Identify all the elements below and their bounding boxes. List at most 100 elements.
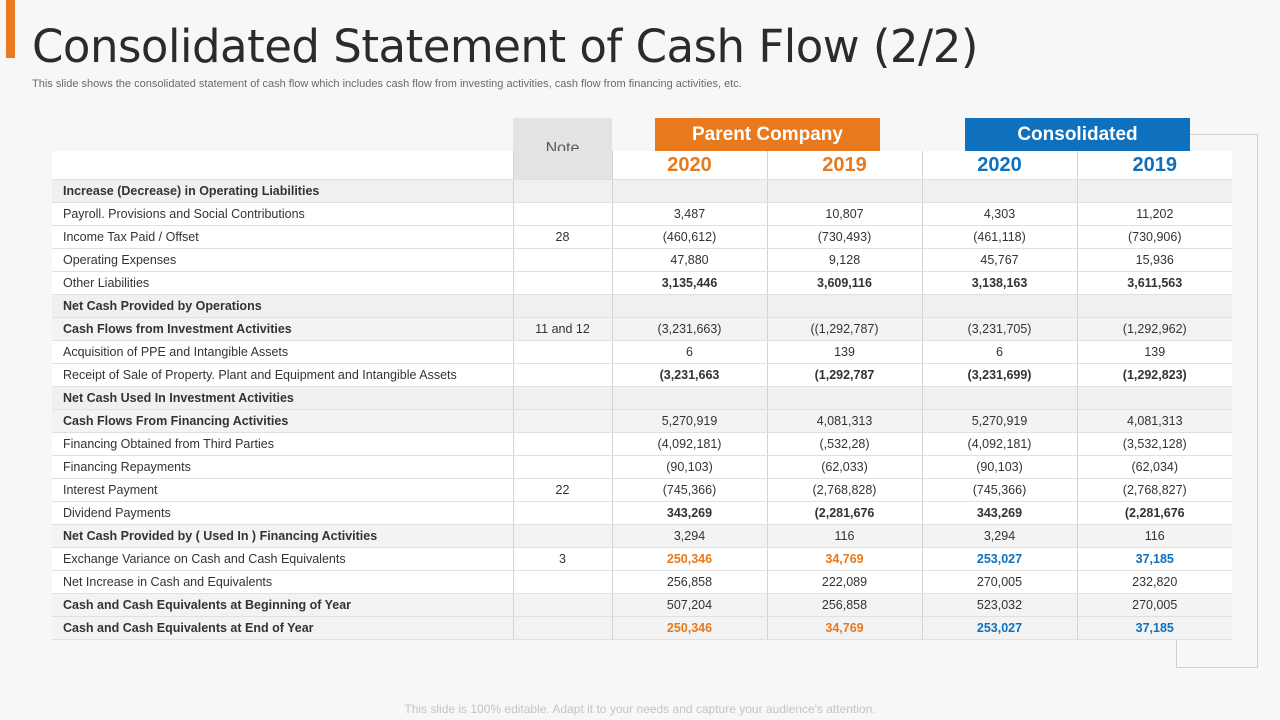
slide-title: Consolidated Statement of Cash Flow (2/2… [32,20,978,73]
cell-consolidated-2019: (3,532,128) [1077,432,1232,456]
table-row: Net Increase in Cash and Equivalents 256,… [52,570,1232,594]
row-label: Other Liabilities [52,271,514,295]
cell-consolidated-2019: (2,281,676 [1077,501,1232,525]
row-label: Interest Payment [52,478,514,502]
cell-parent-2019: (2,768,828) [767,478,923,502]
row-note [513,386,613,410]
row-note [513,432,613,456]
cell-parent-2019: 34,769 [767,547,923,571]
row-note [513,455,613,479]
row-label: Net Cash Used In Investment Activities [52,386,514,410]
cell-consolidated-2020: (745,366) [922,478,1078,502]
row-label: Exchange Variance on Cash and Cash Equiv… [52,547,514,571]
header-blank-cell [52,151,514,180]
row-note [513,248,613,272]
cell-consolidated-2020: 253,027 [922,616,1078,640]
cell-consolidated-2019 [1077,179,1232,203]
cell-consolidated-2020: 343,269 [922,501,1078,525]
row-label: Cash Flows From Financing Activities [52,409,514,433]
table-row: Other Liabilities 3,135,446 3,609,116 3,138… [52,271,1232,295]
cell-consolidated-2020 [922,386,1078,410]
row-label: Payroll. Provisions and Social Contribut… [52,202,514,226]
cell-parent-2020: (460,612) [612,225,768,249]
cell-consolidated-2020 [922,179,1078,203]
parent-company-header: Parent Company [655,118,880,151]
cell-consolidated-2020 [922,294,1078,318]
cell-consolidated-2019: (2,768,827) [1077,478,1232,502]
cell-consolidated-2019: 116 [1077,524,1232,548]
cell-parent-2019: 116 [767,524,923,548]
row-note [513,294,613,318]
row-label: Operating Expenses [52,248,514,272]
cell-consolidated-2019 [1077,386,1232,410]
cell-parent-2020 [612,294,768,318]
row-note: 3 [513,547,613,571]
header-note-cell [513,151,613,180]
year-consolidated-2020: 2020 [922,151,1078,180]
cell-parent-2019: (730,493) [767,225,923,249]
row-note [513,202,613,226]
consolidated-header: Consolidated [965,118,1190,151]
cell-parent-2019 [767,386,923,410]
cell-parent-2020: 507,204 [612,593,768,617]
cell-consolidated-2020: (3,231,705) [922,317,1078,341]
cell-consolidated-2019: 4,081,313 [1077,409,1232,433]
row-label: Net Cash Provided by ( Used In ) Financi… [52,524,514,548]
cell-consolidated-2020: (4,092,181) [922,432,1078,456]
cell-parent-2020: 3,135,446 [612,271,768,295]
cell-consolidated-2020: 523,032 [922,593,1078,617]
row-label: Cash Flows from Investment Activities [52,317,514,341]
row-note [513,593,613,617]
row-note [513,501,613,525]
table-row: Cash Flows from Investment Activities 11 … [52,317,1232,341]
row-label: Financing Repayments [52,455,514,479]
slide-subtitle: This slide shows the consolidated statem… [32,78,742,90]
row-note [513,179,613,203]
cell-parent-2019: 9,128 [767,248,923,272]
cell-parent-2020: 250,346 [612,616,768,640]
cell-consolidated-2019: 37,185 [1077,547,1232,571]
row-label: Financing Obtained from Third Parties [52,432,514,456]
row-label: Cash and Cash Equivalents at Beginning o… [52,593,514,617]
cell-parent-2019: 10,807 [767,202,923,226]
cell-parent-2019: 34,769 [767,616,923,640]
cell-parent-2020: 3,487 [612,202,768,226]
cell-parent-2020: (3,231,663) [612,317,768,341]
row-note [513,409,613,433]
table-row: Payroll. Provisions and Social Contribut… [52,202,1232,226]
year-parent-2020: 2020 [612,151,768,180]
cell-consolidated-2019: (1,292,823) [1077,363,1232,387]
row-note [513,524,613,548]
cell-consolidated-2020: (3,231,699) [922,363,1078,387]
accent-bar [6,0,15,58]
table-row: Financing Repayments (90,103) (62,033) (90,… [52,455,1232,479]
year-parent-2019: 2019 [767,151,923,180]
cell-consolidated-2020: (90,103) [922,455,1078,479]
table-row: Exchange Variance on Cash and Cash Equiv… [52,547,1232,571]
cash-flow-table: 2020 2019 2020 2019 Increase (Decrease) … [52,151,1232,640]
cell-parent-2020: (90,103) [612,455,768,479]
cell-parent-2019: ((1,292,787) [767,317,923,341]
cell-parent-2019: (2,281,676 [767,501,923,525]
cell-parent-2019: 139 [767,340,923,364]
cell-parent-2019 [767,294,923,318]
cell-consolidated-2019: (730,906) [1077,225,1232,249]
cell-consolidated-2019: (1,292,962) [1077,317,1232,341]
cell-parent-2020: (4,092,181) [612,432,768,456]
cell-consolidated-2019: (62,034) [1077,455,1232,479]
row-note: 11 and 12 [513,317,613,341]
table-row: Interest Payment 22 (745,366) (2,768,828) (7… [52,478,1232,502]
cell-consolidated-2019: 37,185 [1077,616,1232,640]
table-row: Dividend Payments 343,269 (2,281,676 343,26… [52,501,1232,525]
cell-consolidated-2020: 45,767 [922,248,1078,272]
cell-parent-2019 [767,179,923,203]
row-label: Cash and Cash Equivalents at End of Year [52,616,514,640]
table-row: Cash and Cash Equivalents at End of Year… [52,616,1232,640]
cell-consolidated-2019: 15,936 [1077,248,1232,272]
row-note [513,271,613,295]
row-label: Increase (Decrease) in Operating Liabili… [52,179,514,203]
cell-parent-2020: 5,270,919 [612,409,768,433]
cell-consolidated-2019: 270,005 [1077,593,1232,617]
year-consolidated-2019: 2019 [1077,151,1232,180]
cell-parent-2020: 256,858 [612,570,768,594]
